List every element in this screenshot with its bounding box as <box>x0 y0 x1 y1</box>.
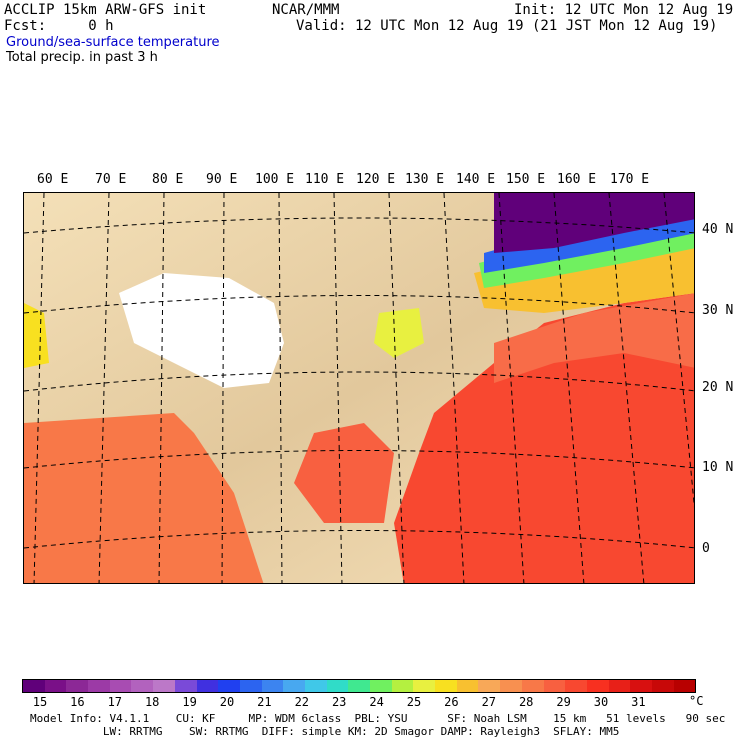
colorbar-segment <box>153 680 175 692</box>
colorbar-segment <box>651 680 674 692</box>
colorbar-segment <box>261 680 284 692</box>
colorbar-tick-label: 16 <box>70 695 85 709</box>
colorbar-segment <box>500 680 522 692</box>
lon-label: 90 E <box>206 172 238 187</box>
colorbar-tick-label: 28 <box>518 695 534 709</box>
colorbar-tick-label: 31 <box>631 695 646 709</box>
colorbar-segment <box>218 680 240 692</box>
colorbar-segment <box>239 680 262 692</box>
colorbar-tick-label: 18 <box>144 695 160 709</box>
colorbar-segment <box>131 680 154 692</box>
colorbar-tick-label: 20 <box>219 695 235 709</box>
valid-time: Valid: 12 UTC Mon 12 Aug 19 (21 JST Mon … <box>296 18 718 34</box>
colorbar-tick-label: 26 <box>444 695 459 709</box>
map-graphic <box>24 193 694 583</box>
lon-label: 60 E <box>37 172 69 187</box>
colorbar-segment <box>391 680 414 692</box>
colorbar-segment <box>196 680 219 692</box>
colorbar-tick-label: 22 <box>294 695 310 709</box>
colorbar-segment <box>304 680 327 692</box>
colorbar-tick-label: 17 <box>107 695 123 709</box>
arabian-coast <box>24 303 49 368</box>
forecast-hour: Fcst: 0 h <box>4 18 114 34</box>
colorbar-tick-label: 15 <box>32 695 48 709</box>
band-blue <box>484 215 694 273</box>
lon-label: 150 E <box>506 172 546 187</box>
map-panel <box>23 192 695 584</box>
lon-label: 110 E <box>305 172 345 187</box>
lon-label: 120 E <box>356 172 396 187</box>
pacific-ocean-north <box>494 293 694 383</box>
lon-label: 140 E <box>456 172 496 187</box>
colorbar-tick-label: 25 <box>406 695 422 709</box>
colorbar-segment <box>586 680 609 692</box>
colorbar-segment <box>478 680 501 692</box>
model-info-line1: Model Info: V4.1.1 CU: KF MP: WDM 6class… <box>30 712 726 725</box>
lon-label: 130 E <box>405 172 445 187</box>
colorbar-tick-label: 30 <box>593 695 609 709</box>
colorbar-segment <box>88 680 110 692</box>
south-china-sea <box>294 423 394 523</box>
colorbar-segment <box>565 680 587 692</box>
model-info-line2: LW: RRTMG SW: RRTMG DIFF: simple KM: 2D … <box>30 725 620 738</box>
lat-label: 40 N <box>702 222 734 237</box>
lon-label: 160 E <box>557 172 597 187</box>
colorbar-segment <box>326 680 349 692</box>
colorbar-segment <box>348 680 370 692</box>
colorbar-tick-label: 27 <box>481 695 497 709</box>
lon-label: 100 E <box>255 172 295 187</box>
field-title-precip: Total precip. in past 3 h <box>6 50 158 65</box>
colorbar-segment <box>109 680 132 692</box>
model-title: ACCLIP 15km ARW-GFS init <box>4 2 207 18</box>
temperature-colorbar <box>22 679 697 693</box>
colorbar-segment <box>283 680 305 692</box>
lon-label: 80 E <box>152 172 184 187</box>
indian-ocean <box>24 413 264 583</box>
lon-label: 70 E <box>95 172 127 187</box>
lat-label: 20 N <box>702 380 734 395</box>
colorbar-segment <box>370 680 392 692</box>
pacific-ocean <box>394 293 694 583</box>
lon-label: 170 E <box>610 172 650 187</box>
colorbar-segment <box>543 680 566 692</box>
colorbar-tick-label: 24 <box>369 695 384 709</box>
colorbar-segment <box>435 680 457 692</box>
colorbar-segment <box>174 680 197 692</box>
colorbar-segment <box>413 680 436 692</box>
colorbar-segment <box>630 680 652 692</box>
colorbar-unit: °C <box>689 694 704 708</box>
colorbar-tick-label: 19 <box>182 695 197 709</box>
init-time: Init: 12 UTC Mon 12 Aug 19 <box>514 2 734 18</box>
colorbar-tick-label: 23 <box>331 695 347 709</box>
band-purple <box>494 193 694 253</box>
colorbar-segment <box>23 680 45 692</box>
lat-label: 30 N <box>702 303 734 318</box>
institution-label: NCAR/MMM <box>272 2 340 18</box>
colorbar-segment <box>66 680 89 692</box>
colorbar-segment <box>521 680 544 692</box>
colorbar-segment <box>456 680 479 692</box>
lat-label: 10 N <box>702 460 734 475</box>
yellow-sea <box>374 308 424 358</box>
field-title-temperature: Ground/sea-surface temperature <box>6 35 220 50</box>
lat-label: 0 <box>702 541 710 556</box>
colorbar-segment <box>608 680 631 692</box>
colorbar-tick-label: 29 <box>556 695 571 709</box>
colorbar-segment <box>673 680 696 692</box>
colorbar-segment <box>44 680 67 692</box>
colorbar-tick-label: 21 <box>257 695 272 709</box>
